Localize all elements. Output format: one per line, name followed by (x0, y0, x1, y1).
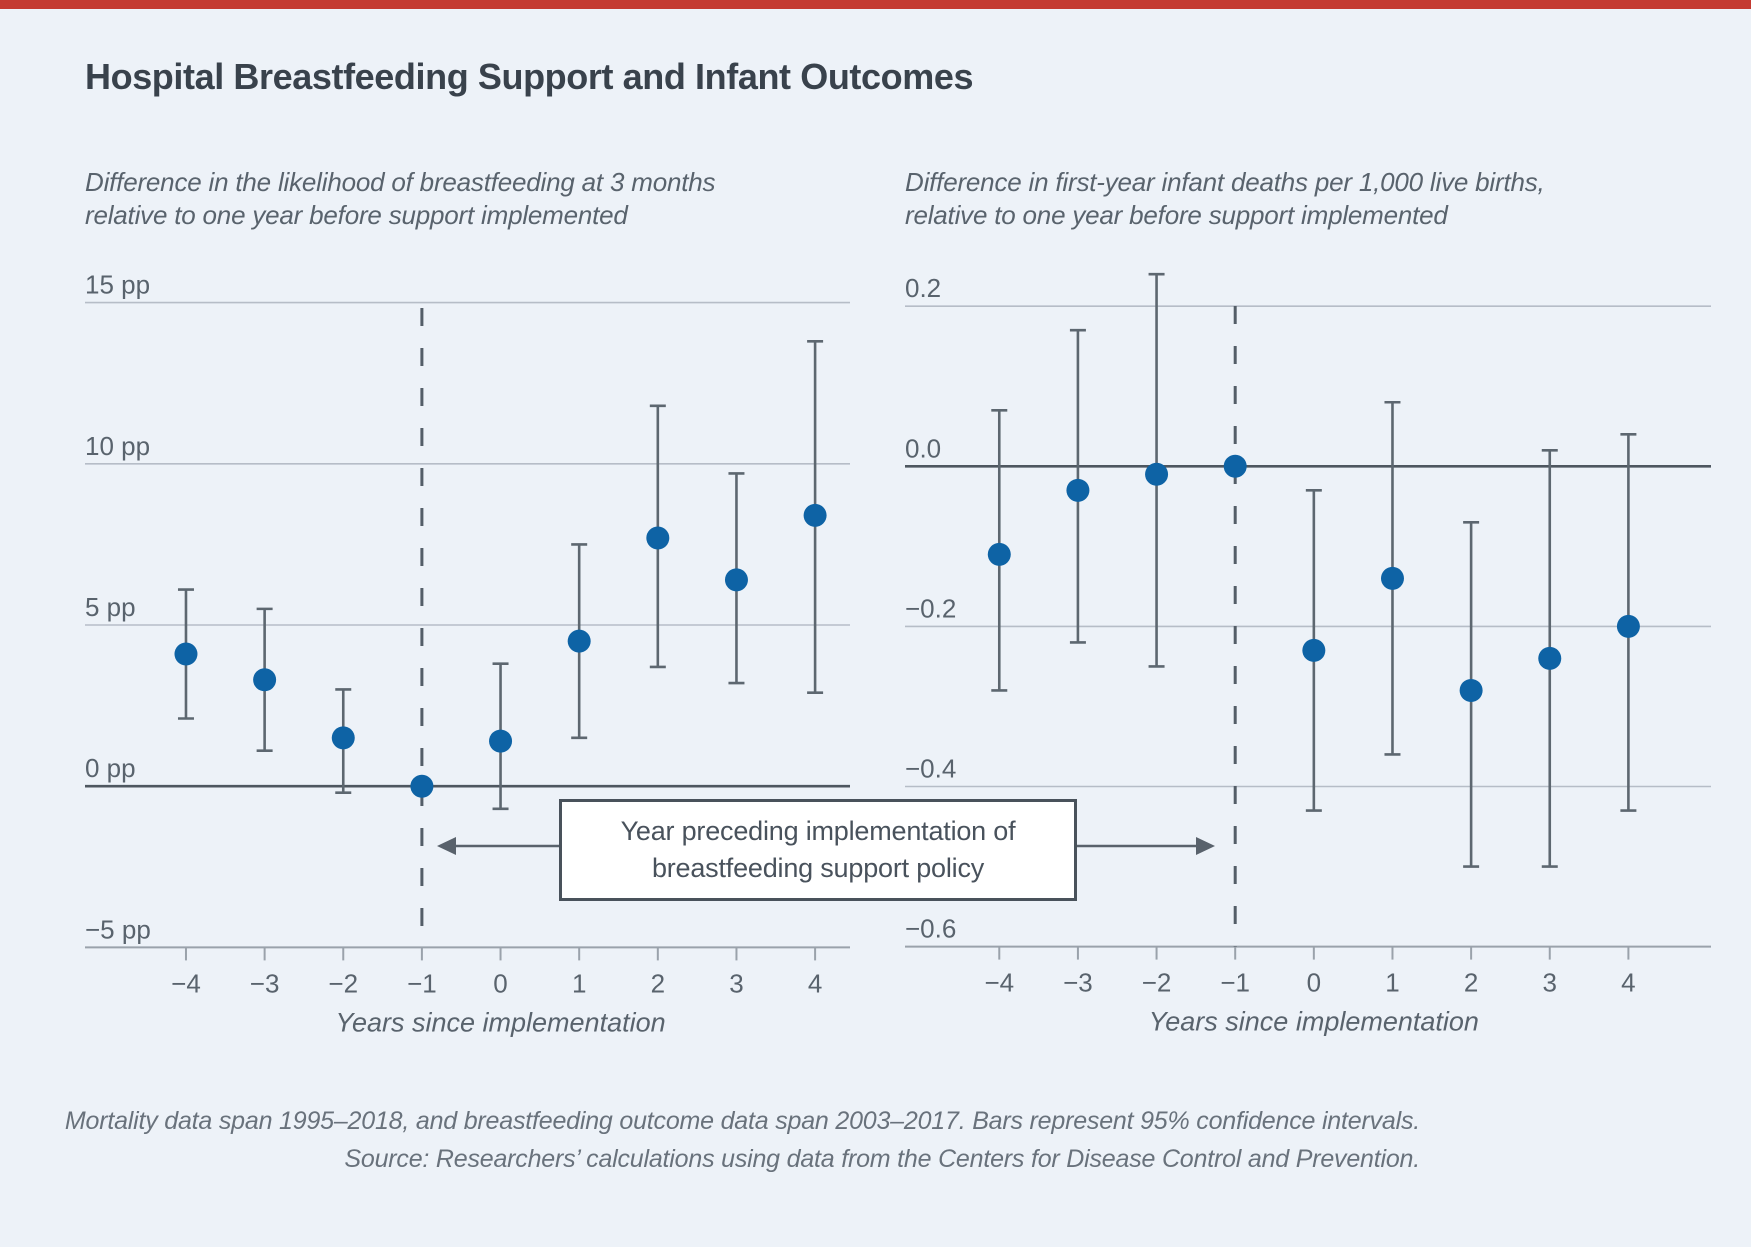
left-data-point-year--4 (174, 642, 198, 666)
right-x-axis-label: −4 (984, 968, 1014, 998)
right-y-axis-label: −0.2 (905, 593, 956, 623)
right-y-axis-label: 0.2 (905, 273, 941, 303)
left-data-point-year-0 (489, 729, 513, 753)
left-x-axis-label: 0 (493, 968, 507, 998)
left-data-point-year--1 (410, 774, 434, 798)
left-data-point-year--3 (253, 668, 277, 692)
left-data-point-year--2 (331, 726, 355, 750)
footer-notes: Mortality data span 1995–2018, and breas… (0, 1102, 1420, 1178)
left-y-axis-label: 10 pp (85, 431, 150, 461)
right-data-point-year-0 (1302, 638, 1326, 662)
left-y-axis-label: 15 pp (85, 270, 150, 300)
right-x-axis-label: 1 (1385, 968, 1399, 998)
right-y-axis-label: −0.4 (905, 754, 956, 784)
footer-note-line: Mortality data span 1995–2018, and breas… (64, 1107, 1420, 1135)
right-data-point-year-1 (1380, 566, 1404, 590)
left-x-axis-label: 4 (808, 968, 822, 998)
left-data-point-year-3 (724, 568, 748, 592)
left-x-axis-label: −4 (171, 968, 201, 998)
right-data-point-year-4 (1616, 614, 1640, 638)
right-data-point-year-3 (1538, 646, 1562, 670)
footer-source-line: Source: Researchers’ calculations using … (344, 1145, 1420, 1173)
right-x-axis-label: −3 (1063, 968, 1093, 998)
right-panel-subtitle: Difference in first-year infant deaths p… (905, 166, 1645, 232)
right-data-point-year-2 (1459, 678, 1483, 702)
left-data-point-year-4 (803, 503, 827, 527)
annotation-box: Year preceding implementation of breastf… (559, 799, 1077, 901)
top-accent-bar (0, 0, 1751, 9)
left-panel-subtitle-line2: relative to one year before support impl… (85, 200, 628, 230)
left-panel-subtitle: Difference in the likelihood of breastfe… (85, 166, 825, 232)
left-data-point-year-1 (567, 629, 591, 653)
right-x-axis-title: Years since implementation (1149, 1007, 1479, 1037)
right-data-point-year--4 (987, 542, 1011, 566)
right-data-point-year--1 (1223, 454, 1247, 478)
left-x-axis-label: 3 (729, 968, 743, 998)
right-x-axis-label: −1 (1220, 968, 1250, 998)
left-y-axis-label: 0 pp (85, 753, 136, 783)
left-x-axis-label: −2 (328, 968, 358, 998)
right-arrowhead-icon (1196, 837, 1215, 855)
left-x-axis-label: −1 (407, 968, 437, 998)
right-data-point-year--3 (1066, 478, 1090, 502)
left-x-axis-title: Years since implementation (335, 1007, 665, 1037)
right-panel-subtitle-line2: relative to one year before support impl… (905, 200, 1448, 230)
left-arrowhead-icon (437, 837, 456, 855)
right-x-axis-label: 3 (1543, 968, 1557, 998)
left-x-axis-label: −3 (250, 968, 280, 998)
left-x-axis-label: 2 (651, 968, 665, 998)
annotation-line1: Year preceding implementation of (620, 816, 1016, 846)
right-x-axis-label: 4 (1621, 968, 1635, 998)
right-y-axis-label: 0.0 (905, 433, 941, 463)
annotation-line2: breastfeeding support policy (651, 853, 985, 883)
left-panel-subtitle-line1: Difference in the likelihood of breastfe… (85, 167, 716, 197)
right-panel-subtitle-line1: Difference in first-year infant deaths p… (905, 167, 1545, 197)
right-y-axis-label: −0.6 (905, 914, 956, 944)
right-x-axis-label: 2 (1464, 968, 1478, 998)
right-x-axis-label: 0 (1307, 968, 1321, 998)
chart-title: Hospital Breastfeeding Support and Infan… (85, 56, 974, 97)
left-y-axis-label: −5 pp (85, 914, 151, 944)
right-x-axis-label: −2 (1142, 968, 1172, 998)
left-y-axis-label: 5 pp (85, 592, 136, 622)
right-data-point-year--2 (1145, 462, 1169, 486)
left-x-axis-label: 1 (572, 968, 586, 998)
left-data-point-year-2 (646, 526, 670, 550)
